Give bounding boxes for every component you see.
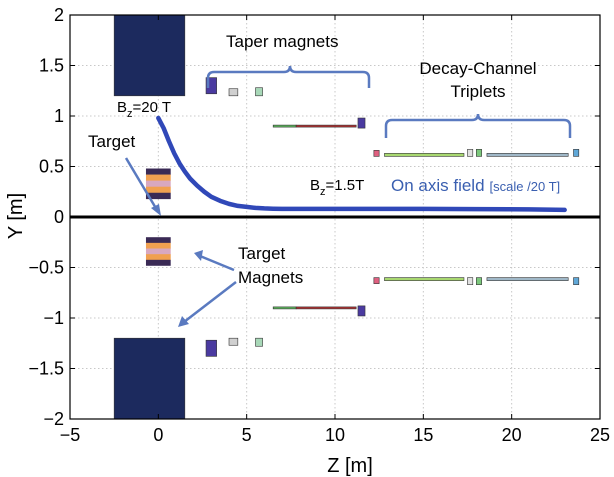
x-tick-label: 5 bbox=[242, 425, 252, 445]
magnet-block bbox=[205, 339, 217, 357]
y-tick-label: −1.5 bbox=[28, 359, 64, 379]
magnet-block bbox=[255, 87, 263, 97]
target-magnets-label-1: Target bbox=[238, 244, 286, 263]
y-tick-label: 1.5 bbox=[39, 56, 64, 76]
magnet-block bbox=[228, 88, 239, 97]
axis-ticks: −5 0 5 10 15 20 25 −2 −1.5 −1 −0.5 0 0.5 1 1.5 2 bbox=[28, 5, 610, 445]
magnet-block bbox=[357, 305, 366, 317]
triplets-label: Triplets bbox=[450, 82, 505, 101]
x-tick-label: −5 bbox=[60, 425, 81, 445]
y-tick-label: 0 bbox=[54, 207, 64, 227]
magnet-block bbox=[476, 149, 482, 157]
target-magnet-stripe bbox=[145, 180, 171, 187]
bz-low-label: Bz=1.5T bbox=[310, 177, 364, 198]
target-magnet-stripe bbox=[145, 186, 171, 194]
series-line-on-axis-field bbox=[156, 115, 567, 213]
target-arrowhead bbox=[151, 204, 161, 216]
magnet-block bbox=[272, 124, 297, 128]
magnet-block bbox=[373, 150, 380, 157]
target-arrow bbox=[124, 157, 159, 211]
x-tick-label: 20 bbox=[502, 425, 522, 445]
magnet-block bbox=[573, 277, 580, 285]
x-tick-label: 25 bbox=[590, 425, 610, 445]
y-tick-label: −1 bbox=[43, 308, 64, 328]
magnet-block bbox=[486, 153, 569, 157]
target-magnet-blocks bbox=[145, 168, 171, 266]
magnet-block bbox=[357, 117, 366, 129]
target-label: Target bbox=[88, 132, 136, 151]
target-magnet-stripe bbox=[145, 259, 171, 266]
y-axis-label: Y [m] bbox=[5, 193, 27, 239]
annotation-arrows bbox=[124, 157, 237, 327]
target-magnet-stripe bbox=[145, 174, 171, 181]
magnet-block bbox=[476, 277, 482, 285]
y-tick-label: 2 bbox=[54, 5, 64, 25]
taper-magnets-label: Taper magnets bbox=[226, 32, 338, 51]
target-magnet-stripe bbox=[145, 254, 171, 261]
decay-channel-label: Decay-Channel bbox=[419, 59, 536, 78]
bz-high-label: Bz=20 T bbox=[117, 99, 171, 120]
on-axis-field-label: On axis field [scale /20 T] bbox=[391, 176, 560, 195]
magnet-block bbox=[295, 124, 357, 128]
y-tick-label: −0.5 bbox=[28, 258, 64, 278]
magnet-blocks bbox=[113, 14, 580, 420]
x-tick-label: 10 bbox=[325, 425, 345, 445]
magnet-block bbox=[573, 149, 580, 157]
magnet-block bbox=[373, 277, 380, 284]
target-magnet-stripe bbox=[145, 248, 171, 255]
magnet-block bbox=[384, 277, 465, 281]
target-magnets-arrow-down bbox=[183, 281, 237, 323]
target-magnets-arrow-up bbox=[199, 254, 235, 272]
magnet-block bbox=[113, 337, 186, 420]
magnet-block bbox=[113, 14, 186, 97]
magnet-block bbox=[467, 149, 474, 157]
taper-bracket bbox=[206, 65, 371, 88]
target-magnet-stripe bbox=[145, 168, 171, 175]
x-axis-label: Z [m] bbox=[327, 455, 373, 477]
magnet-block bbox=[486, 277, 569, 281]
target-magnet-stripe bbox=[145, 242, 171, 249]
target-magnets-arrowhead-up bbox=[194, 250, 203, 261]
y-tick-label: 0.5 bbox=[39, 157, 64, 177]
magnet-block bbox=[255, 337, 263, 347]
magnet-block bbox=[384, 153, 465, 157]
decay-channel-bracket bbox=[384, 113, 572, 138]
target-magnet-stripe bbox=[145, 237, 171, 244]
x-tick-label: 0 bbox=[153, 425, 163, 445]
magnet-block bbox=[272, 306, 297, 310]
magnet-block bbox=[467, 277, 474, 285]
y-tick-label: −2 bbox=[43, 409, 64, 429]
target-magnet-stripe bbox=[145, 192, 171, 200]
y-tick-label: 1 bbox=[54, 106, 64, 126]
magnet-block bbox=[295, 306, 357, 310]
x-tick-label: 15 bbox=[413, 425, 433, 445]
magnet-block bbox=[205, 77, 217, 95]
magnet-block bbox=[228, 337, 239, 346]
target-magnets-label-2: Magnets bbox=[238, 268, 303, 287]
target-magnets-arrowhead-down bbox=[178, 316, 189, 327]
